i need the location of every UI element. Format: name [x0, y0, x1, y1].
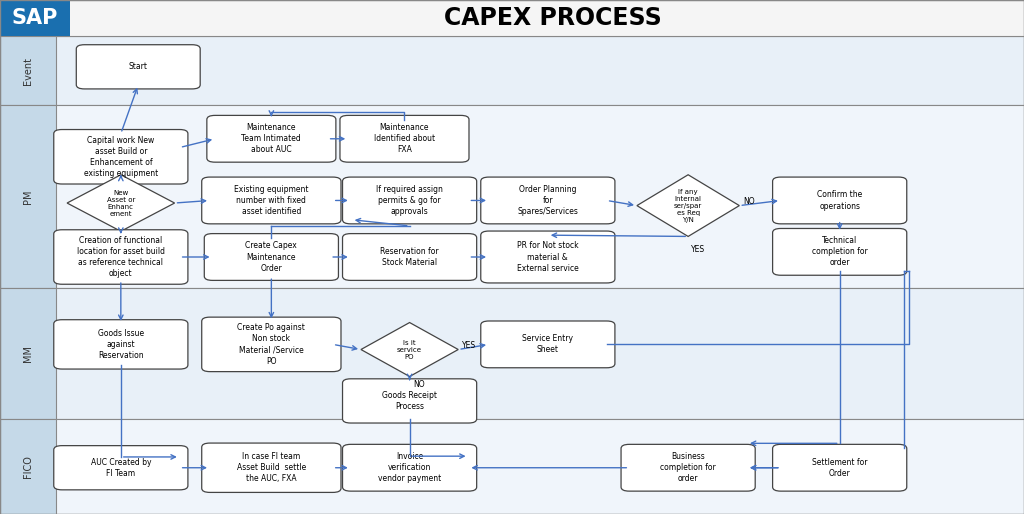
- Text: In case FI team
Asset Build  settle
the AUC, FXA: In case FI team Asset Build settle the A…: [237, 452, 306, 483]
- FancyBboxPatch shape: [0, 36, 56, 105]
- FancyBboxPatch shape: [53, 130, 188, 184]
- FancyBboxPatch shape: [0, 288, 56, 419]
- Text: YES: YES: [691, 245, 706, 254]
- Text: NO: NO: [743, 197, 755, 206]
- Text: SAP: SAP: [11, 8, 58, 28]
- Text: FICO: FICO: [24, 455, 33, 478]
- FancyBboxPatch shape: [481, 231, 614, 283]
- FancyBboxPatch shape: [772, 177, 907, 224]
- FancyBboxPatch shape: [0, 0, 1024, 36]
- FancyBboxPatch shape: [0, 419, 56, 514]
- FancyBboxPatch shape: [202, 317, 341, 372]
- Text: Reservation for
Stock Material: Reservation for Stock Material: [380, 247, 439, 267]
- Text: PR for Not stock
material &
External service: PR for Not stock material & External ser…: [517, 242, 579, 272]
- Text: If required assign
permits & go for
approvals: If required assign permits & go for appr…: [376, 185, 443, 216]
- Text: PM: PM: [24, 189, 33, 204]
- Text: New
Asset or
Enhanc
ement: New Asset or Enhanc ement: [106, 190, 135, 216]
- Text: Is it
service
PO: Is it service PO: [397, 340, 422, 359]
- FancyBboxPatch shape: [53, 320, 188, 369]
- FancyBboxPatch shape: [481, 321, 614, 368]
- FancyBboxPatch shape: [0, 105, 56, 288]
- FancyBboxPatch shape: [481, 177, 614, 224]
- Text: If any
Internal
ser/spar
es Req
Y/N: If any Internal ser/spar es Req Y/N: [674, 189, 702, 223]
- FancyBboxPatch shape: [0, 0, 70, 36]
- Text: Create Capex
Maintenance
Order: Create Capex Maintenance Order: [246, 242, 297, 272]
- Text: Maintenance
Team Intimated
about AUC: Maintenance Team Intimated about AUC: [242, 123, 301, 154]
- Polygon shape: [361, 323, 459, 376]
- FancyBboxPatch shape: [340, 116, 469, 162]
- Text: Service Entry
Sheet: Service Entry Sheet: [522, 334, 573, 355]
- FancyBboxPatch shape: [202, 177, 341, 224]
- Text: Order Planning
for
Spares/Services: Order Planning for Spares/Services: [517, 185, 579, 216]
- FancyBboxPatch shape: [772, 444, 907, 491]
- Polygon shape: [68, 175, 174, 231]
- Text: Creation of functional
location for asset build
as reference technical
object: Creation of functional location for asse…: [77, 236, 165, 278]
- Polygon shape: [637, 175, 739, 236]
- FancyBboxPatch shape: [0, 288, 1024, 419]
- FancyBboxPatch shape: [0, 36, 1024, 105]
- Text: NO: NO: [414, 380, 425, 389]
- Text: Create Po against
Non stock
Material /Service
PO: Create Po against Non stock Material /Se…: [238, 323, 305, 365]
- FancyBboxPatch shape: [53, 446, 188, 490]
- Text: YES: YES: [463, 341, 476, 350]
- Text: Invoice
verification
vendor payment: Invoice verification vendor payment: [378, 452, 441, 483]
- Text: Start: Start: [129, 62, 147, 71]
- FancyBboxPatch shape: [202, 443, 341, 492]
- FancyBboxPatch shape: [342, 233, 477, 281]
- Text: AUC Created by
FI Team: AUC Created by FI Team: [90, 457, 152, 478]
- Text: Technical
completion for
order: Technical completion for order: [812, 236, 867, 267]
- FancyBboxPatch shape: [342, 444, 477, 491]
- FancyBboxPatch shape: [772, 228, 907, 276]
- FancyBboxPatch shape: [342, 177, 477, 224]
- FancyBboxPatch shape: [53, 230, 188, 284]
- FancyBboxPatch shape: [0, 419, 1024, 514]
- FancyBboxPatch shape: [207, 116, 336, 162]
- FancyBboxPatch shape: [342, 379, 477, 423]
- Text: Confirm the
operations: Confirm the operations: [817, 190, 862, 211]
- Text: Goods Issue
against
Reservation: Goods Issue against Reservation: [97, 329, 144, 360]
- Text: CAPEX PROCESS: CAPEX PROCESS: [444, 6, 662, 30]
- Text: Event: Event: [24, 57, 33, 85]
- Text: Existing equipment
number with fixed
asset identified: Existing equipment number with fixed ass…: [234, 185, 308, 216]
- FancyBboxPatch shape: [205, 233, 338, 281]
- Text: Capital work New
asset Build or
Enhancement of
existing equipment: Capital work New asset Build or Enhancem…: [84, 136, 158, 178]
- Text: Business
completion for
order: Business completion for order: [660, 452, 716, 483]
- Text: MM: MM: [24, 345, 33, 362]
- Text: Maintenance
Identified about
FXA: Maintenance Identified about FXA: [374, 123, 435, 154]
- FancyBboxPatch shape: [77, 45, 201, 89]
- FancyBboxPatch shape: [0, 105, 1024, 288]
- Text: Settlement for
Order: Settlement for Order: [812, 457, 867, 478]
- Text: Goods Receipt
Process: Goods Receipt Process: [382, 391, 437, 411]
- FancyBboxPatch shape: [621, 444, 756, 491]
